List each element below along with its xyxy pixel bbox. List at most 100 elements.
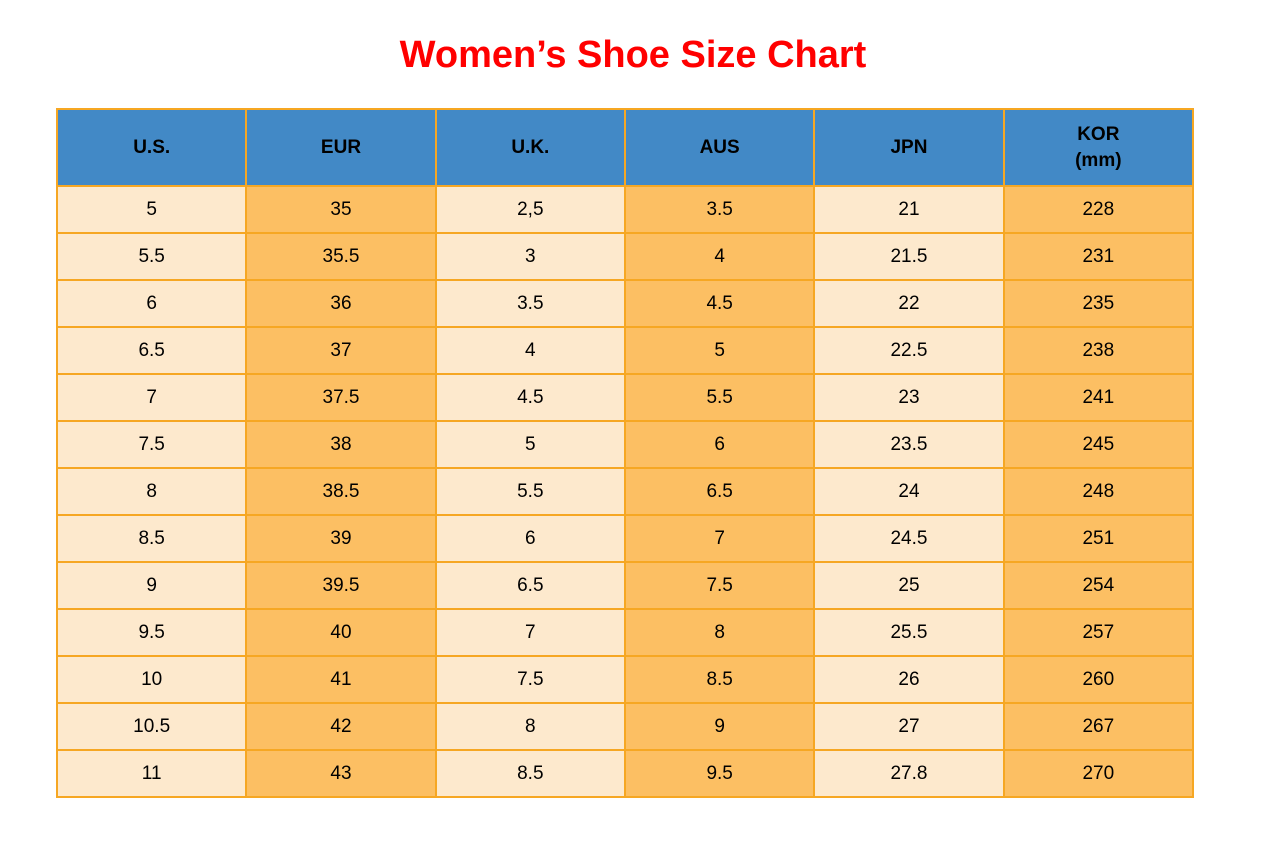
size-cell: 21.5 — [813, 232, 1005, 281]
table-header: U.S. EUR U.K. AUS JPN KOR (mm) — [55, 108, 1195, 187]
size-cell: 228 — [1002, 185, 1195, 234]
size-cell: 6 — [623, 420, 816, 469]
table-row: 7 37.5 4.5 5.5 23 241 — [55, 373, 1195, 422]
size-cell: 39 — [245, 514, 437, 563]
size-cell: 3 — [434, 232, 626, 281]
size-cell: 25.5 — [813, 608, 1005, 657]
size-cell: 38 — [245, 420, 437, 469]
size-cell: 3.5 — [623, 185, 816, 234]
size-cell: 5.5 — [55, 232, 248, 281]
size-cell: 4.5 — [434, 373, 626, 422]
size-table-body: 5 35 2,5 3.5 21 228 5.5 35.5 3 4 21.5 231 6 36 3.5 4.5 2… — [55, 185, 1195, 798]
column-header-us: U.S. — [55, 108, 248, 187]
size-cell: 7.5 — [623, 561, 816, 610]
size-cell: 8.5 — [55, 514, 248, 563]
size-cell: 35 — [245, 185, 437, 234]
size-cell: 5 — [55, 185, 248, 234]
size-cell: 231 — [1002, 232, 1195, 281]
size-cell: 22.5 — [813, 326, 1005, 375]
size-cell: 22 — [813, 279, 1005, 328]
size-cell: 8.5 — [434, 749, 626, 798]
size-cell: 235 — [1002, 279, 1195, 328]
column-label: JPN — [890, 136, 928, 158]
size-cell: 7 — [55, 373, 248, 422]
column-header-uk: U.K. — [434, 108, 626, 187]
size-cell: 251 — [1002, 514, 1195, 563]
size-cell: 238 — [1002, 326, 1195, 375]
table-row: 11 43 8.5 9.5 27.8 270 — [55, 749, 1195, 798]
size-cell: 4 — [434, 326, 626, 375]
size-cell: 36 — [245, 279, 437, 328]
column-header-jpn: JPN — [813, 108, 1005, 187]
table-row: 8 38.5 5.5 6.5 24 248 — [55, 467, 1195, 516]
size-cell: 257 — [1002, 608, 1195, 657]
size-cell: 5.5 — [623, 373, 816, 422]
size-cell: 38.5 — [245, 467, 437, 516]
size-cell: 6.5 — [623, 467, 816, 516]
size-cell: 248 — [1002, 467, 1195, 516]
size-cell: 7.5 — [434, 655, 626, 704]
table-row: 9.5 40 7 8 25.5 257 — [55, 608, 1195, 657]
size-cell: 39.5 — [245, 561, 437, 610]
size-cell: 6.5 — [434, 561, 626, 610]
size-cell: 8 — [623, 608, 816, 657]
size-cell: 23.5 — [813, 420, 1005, 469]
column-header-eur: EUR — [245, 108, 437, 187]
size-cell: 37 — [245, 326, 437, 375]
size-cell: 10.5 — [55, 702, 248, 751]
column-header-kor: KOR (mm) — [1002, 108, 1195, 187]
page-title: Women’s Shoe Size Chart — [399, 34, 867, 76]
size-cell: 267 — [1002, 702, 1195, 751]
size-cell: 8 — [55, 467, 248, 516]
column-header-aus: AUS — [623, 108, 816, 187]
size-cell: 24 — [813, 467, 1005, 516]
table-row: 9 39.5 6.5 7.5 25 254 — [55, 561, 1195, 610]
size-cell: 8.5 — [623, 655, 816, 704]
size-cell: 10 — [55, 655, 248, 704]
size-cell: 41 — [245, 655, 437, 704]
size-cell: 6 — [434, 514, 626, 563]
size-cell: 7.5 — [55, 420, 248, 469]
size-cell: 9.5 — [623, 749, 816, 798]
table-row: 10.5 42 8 9 27 267 — [55, 702, 1195, 751]
size-cell: 37.5 — [245, 373, 437, 422]
table-row: 10 41 7.5 8.5 26 260 — [55, 655, 1195, 704]
size-cell: 4.5 — [623, 279, 816, 328]
size-cell: 35.5 — [245, 232, 437, 281]
size-cell: 27 — [813, 702, 1005, 751]
column-label: EUR — [320, 136, 362, 158]
size-cell: 5 — [623, 326, 816, 375]
size-cell: 5.5 — [434, 467, 626, 516]
column-label: AUS — [699, 136, 740, 158]
size-cell: 23 — [813, 373, 1005, 422]
size-cell: 9.5 — [55, 608, 248, 657]
size-cell: 7 — [623, 514, 816, 563]
column-label: U.S. — [133, 136, 171, 158]
size-cell: 2,5 — [434, 185, 626, 234]
size-cell: 6.5 — [55, 326, 248, 375]
table-row: 5 35 2,5 3.5 21 228 — [55, 185, 1195, 234]
size-cell: 245 — [1002, 420, 1195, 469]
size-cell: 26 — [813, 655, 1005, 704]
size-cell: 9 — [623, 702, 816, 751]
column-sublabel: (mm) — [1075, 149, 1122, 171]
size-cell: 21 — [813, 185, 1005, 234]
size-cell: 7 — [434, 608, 626, 657]
size-cell: 42 — [245, 702, 437, 751]
size-cell: 260 — [1002, 655, 1195, 704]
table-header-row: U.S. EUR U.K. AUS JPN KOR (mm) — [55, 108, 1195, 187]
size-cell: 6 — [55, 279, 248, 328]
size-cell: 241 — [1002, 373, 1195, 422]
column-label: U.K. — [511, 136, 550, 158]
size-cell: 5 — [434, 420, 626, 469]
table-row: 8.5 39 6 7 24.5 251 — [55, 514, 1195, 563]
size-cell: 270 — [1002, 749, 1195, 798]
size-cell: 4 — [623, 232, 816, 281]
size-cell: 9 — [55, 561, 248, 610]
size-cell: 8 — [434, 702, 626, 751]
size-cell: 43 — [245, 749, 437, 798]
table-row: 5.5 35.5 3 4 21.5 231 — [55, 232, 1195, 281]
size-cell: 40 — [245, 608, 437, 657]
size-cell: 254 — [1002, 561, 1195, 610]
size-cell: 27.8 — [813, 749, 1005, 798]
